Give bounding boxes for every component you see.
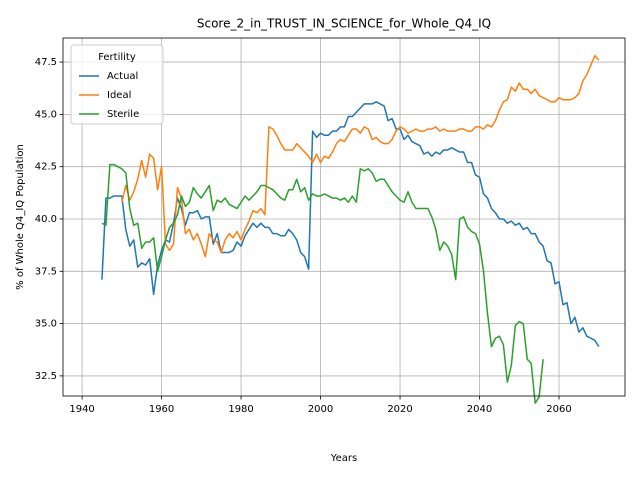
x-tick-label: 2060 <box>546 404 571 415</box>
y-tick-label: 45.0 <box>35 109 57 120</box>
series-line <box>121 55 600 258</box>
x-tick-label: 1980 <box>228 404 253 415</box>
y-tick-label: 35.0 <box>35 319 57 330</box>
plot-frame <box>62 37 626 397</box>
y-tick-label: 40.0 <box>35 214 57 225</box>
x-tick-label: 2020 <box>387 404 412 415</box>
legend-label: Actual <box>107 71 138 82</box>
y-tick-label: 47.5 <box>35 57 57 68</box>
x-tick-label: 1960 <box>149 404 174 415</box>
y-tick-label: 42.5 <box>35 162 57 173</box>
series-line <box>101 163 544 404</box>
y-tick-label: 32.5 <box>35 371 57 382</box>
series-line <box>101 101 600 348</box>
chart-title: Score_2_in_TRUST_IN_SCIENCE_for_Whole_Q4… <box>197 17 491 31</box>
y-tick-label: 37.5 <box>35 266 57 277</box>
x-tick-label: 2000 <box>308 404 333 415</box>
legend: Fertility Actual Ideal Sterile <box>70 44 164 125</box>
legend-title: Fertility <box>98 52 136 63</box>
y-axis-label: % of Whole Q4_IQ Population <box>15 144 26 290</box>
legend-label: Sterile <box>107 109 139 120</box>
x-axis-label: Years <box>330 453 357 464</box>
x-tick-label: 1940 <box>69 404 94 415</box>
legend-label: Ideal <box>107 90 131 101</box>
x-tick-label: 2040 <box>467 404 492 415</box>
legend-box <box>70 44 164 125</box>
